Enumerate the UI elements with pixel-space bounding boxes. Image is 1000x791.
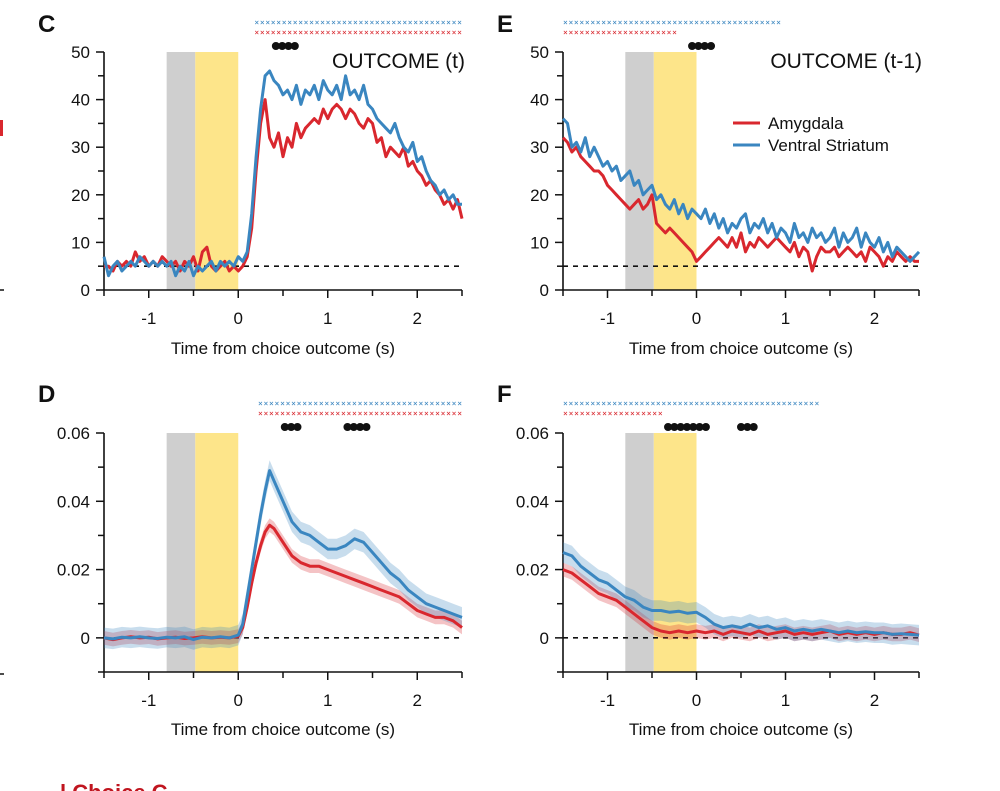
yellow-epoch-band	[195, 433, 239, 672]
y-tick-label: 40	[71, 91, 90, 110]
y-tick-label: 50	[71, 43, 90, 62]
yellow-epoch-band	[653, 52, 697, 290]
y-tick-label: 10	[530, 233, 549, 252]
sem-band-ventral-striatum	[104, 460, 462, 650]
series-line-ventral-striatum	[562, 551, 920, 637]
y-tick-label: 0.04	[57, 492, 90, 511]
significance-row-ventral-striatum: ××××××××××××××××××××××××××××××××××××××	[254, 18, 462, 27]
series-line-amygdala	[104, 98, 464, 273]
significance-row-amygdala: ××××××××××××××××××	[563, 409, 663, 418]
y-tick-label: 0	[81, 629, 90, 648]
y-tick-label: 0	[540, 629, 549, 648]
x-tick-label: 0	[234, 691, 243, 710]
panel-letter: E	[497, 11, 513, 38]
gray-epoch-band	[166, 433, 196, 672]
panel-title: OUTCOME (t)	[332, 50, 465, 73]
legend-label-ventral-striatum: Ventral Striatum	[768, 136, 889, 155]
y-tick-label: 0.02	[57, 561, 90, 580]
panel-letter: F	[497, 381, 512, 408]
series-line-ventral-striatum	[102, 69, 462, 278]
y-tick-label: 0.04	[516, 492, 549, 511]
x-tick-label: 0	[692, 309, 701, 328]
x-tick-label: 2	[870, 309, 879, 328]
x-axis-label: Time from choice outcome (s)	[629, 339, 853, 358]
significance-row-amygdala: ××××××××××××××××××××××××××××××××××××××	[254, 28, 462, 37]
x-tick-label: -1	[141, 309, 156, 328]
panel-letter: D	[38, 381, 55, 408]
x-axis-label: Time from choice outcome (s)	[171, 720, 395, 739]
x-axis-label: Time from choice outcome (s)	[629, 720, 853, 739]
y-tick-label: 0.02	[516, 561, 549, 580]
y-tick-label: 0.06	[57, 424, 90, 443]
significance-row-ventral-striatum: ×××××××××××××××××××××××××××××××××××××	[258, 399, 462, 408]
y-tick-label: 0	[81, 281, 90, 300]
y-tick-label: 30	[71, 138, 90, 157]
x-tick-label: 2	[413, 691, 422, 710]
x-tick-label: 1	[781, 309, 790, 328]
x-tick-label: 0	[234, 309, 243, 328]
series-line-ventral-striatum	[561, 117, 921, 263]
x-tick-label: 0	[692, 691, 701, 710]
panel-letter: C	[38, 11, 55, 38]
legend: Amygdala Ventral Striatum	[733, 114, 889, 155]
x-tick-label: 2	[413, 309, 422, 328]
series-line-amygdala	[561, 136, 919, 273]
gray-epoch-band	[625, 433, 654, 672]
y-tick-label: 20	[71, 186, 90, 205]
x-tick-label: -1	[600, 691, 615, 710]
significance-row-amygdala: ×××××××××××××××××××××	[563, 28, 677, 37]
y-tick-label: 30	[530, 138, 549, 157]
sem-band-amygdala	[563, 562, 919, 642]
y-tick-label: 50	[530, 43, 549, 62]
significance-row-ventral-striatum: ××××××××××××××××××××××××××××××××××××××××…	[563, 399, 819, 408]
left-edge-fragment	[0, 120, 3, 136]
panel-d: D -1 0 1 2 0 0.02 0.04 0.06 Time from choice outc…	[38, 381, 463, 739]
x-tick-label: -1	[600, 309, 615, 328]
y-tick-label: 10	[71, 233, 90, 252]
x-tick-label: -1	[141, 691, 156, 710]
y-tick-label: 0	[540, 281, 549, 300]
x-axis-label: Time from choice outcome (s)	[171, 339, 395, 358]
series-line-ventral-striatum	[103, 469, 463, 642]
bottom-caption-fragment: l Choice C	[60, 780, 168, 791]
legend-label-amygdala: Amygdala	[768, 114, 844, 133]
y-tick-label: 0.06	[516, 424, 549, 443]
gray-epoch-band	[166, 52, 196, 290]
panel-title: OUTCOME (t-1)	[770, 50, 922, 73]
y-tick-label: 40	[530, 91, 549, 110]
x-tick-label: 2	[870, 691, 879, 710]
x-tick-label: 1	[323, 691, 332, 710]
significance-row-amygdala: ×××××××××××××××××××××××××××××××××××××	[258, 409, 462, 418]
x-tick-label: 1	[323, 309, 332, 328]
y-tick-label: 20	[530, 186, 549, 205]
x-tick-label: 1	[781, 691, 790, 710]
panel-f: F -1 0 1 2 0 0.02 0.04 0.06 Time from choice outc…	[497, 381, 920, 739]
significance-row-ventral-striatum: ××××××××××××××××××××××××××××××××××××××××	[563, 18, 781, 27]
sem-band-ventral-striatum	[563, 542, 919, 646]
